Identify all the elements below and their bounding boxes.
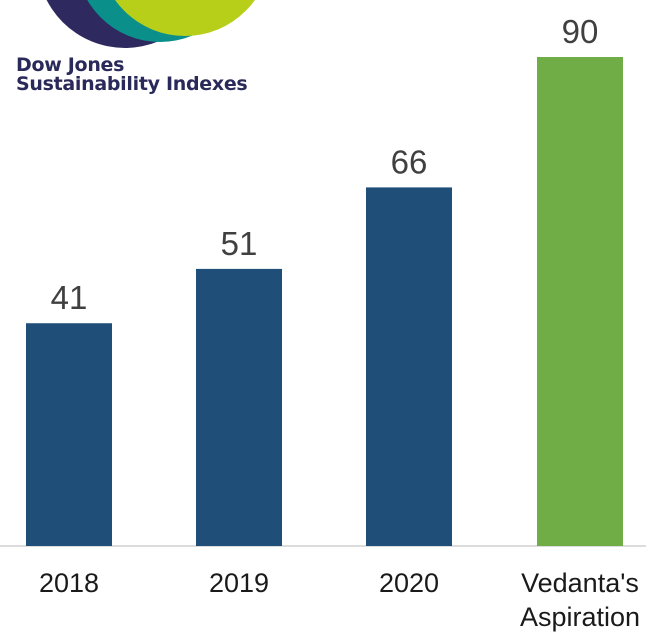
category-label-3: 2020 (379, 568, 439, 598)
value-label-4: 90 (562, 13, 599, 50)
bar-4 (537, 57, 623, 546)
value-label-1: 41 (51, 279, 88, 316)
bar-3 (366, 187, 452, 546)
bar-2 (196, 268, 282, 546)
category-label-1: 2018 (39, 568, 99, 598)
bar-1 (26, 323, 112, 546)
logo-mark-icon (46, 0, 255, 48)
value-label-2: 51 (221, 225, 258, 262)
value-label-3: 66 (391, 143, 428, 180)
dow-jones-sustainability-logo: Dow Jones Sustainability Indexes (0, 0, 300, 110)
logo-text-line1: Dow Jones (16, 54, 125, 76)
logo-text-line2: Sustainability Indexes (16, 73, 248, 95)
category-label-4: Vedanta's Aspiration (520, 568, 640, 632)
category-label-2: 2019 (209, 568, 269, 598)
